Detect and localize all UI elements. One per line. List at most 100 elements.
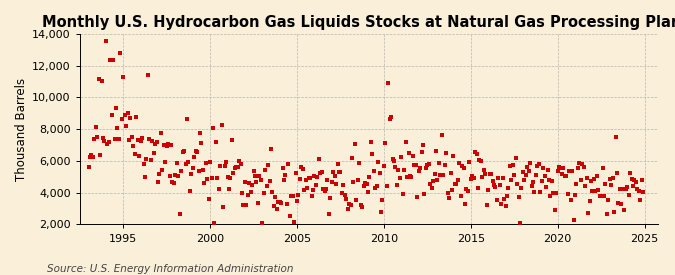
Point <box>244 181 254 185</box>
Point <box>245 190 256 194</box>
Point <box>545 194 556 198</box>
Point <box>309 174 320 178</box>
Point <box>355 202 366 207</box>
Point <box>565 198 576 203</box>
Point <box>494 183 505 188</box>
Point <box>412 195 423 199</box>
Point <box>454 161 464 166</box>
Point <box>173 174 184 178</box>
Point <box>518 170 529 174</box>
Point <box>183 160 194 164</box>
Point <box>135 138 146 143</box>
Title: Monthly U.S. Hydrocarbon Gas Liquids Stocks at Natural Gas Processing Plants: Monthly U.S. Hydrocarbon Gas Liquids Sto… <box>41 15 675 30</box>
Point <box>626 177 637 181</box>
Point <box>596 193 607 198</box>
Point <box>612 171 622 175</box>
Point <box>344 202 354 206</box>
Point <box>460 202 470 206</box>
Point <box>259 191 269 196</box>
Point <box>398 192 408 196</box>
Point <box>267 190 278 194</box>
Point <box>472 186 483 190</box>
Point <box>108 58 119 62</box>
Point <box>222 175 233 179</box>
Point <box>228 170 239 175</box>
Point <box>441 150 452 155</box>
Point <box>577 162 588 167</box>
Point <box>154 172 165 177</box>
Point <box>365 140 376 145</box>
Point <box>593 188 603 192</box>
Point <box>632 187 643 191</box>
Point <box>409 163 420 167</box>
Point <box>211 140 221 144</box>
Point <box>280 173 291 178</box>
Point <box>538 166 549 170</box>
Point <box>429 172 440 176</box>
Point <box>130 152 140 156</box>
Point <box>95 153 105 157</box>
Point <box>448 154 459 158</box>
Point <box>351 198 362 203</box>
Point <box>539 174 550 178</box>
Point <box>561 174 572 178</box>
Point <box>86 153 97 157</box>
Point <box>321 187 331 191</box>
Point <box>422 163 433 167</box>
Point <box>548 191 559 195</box>
Point <box>242 193 253 197</box>
Point <box>308 188 319 192</box>
Point <box>499 197 510 201</box>
Point <box>455 194 466 198</box>
Point <box>390 165 401 169</box>
Point <box>437 133 448 138</box>
Point <box>584 198 595 203</box>
Point <box>371 183 382 188</box>
Point <box>131 115 142 120</box>
Point <box>113 137 124 142</box>
Point <box>198 167 209 172</box>
Point <box>99 139 110 143</box>
Point <box>638 190 649 195</box>
Point <box>609 210 620 214</box>
Point <box>180 162 191 166</box>
Point <box>358 184 369 188</box>
Point <box>141 157 152 161</box>
Point <box>315 171 325 175</box>
Point <box>241 203 252 207</box>
Point <box>323 212 334 216</box>
Point <box>581 175 592 180</box>
Point <box>116 117 127 122</box>
Point <box>414 166 425 170</box>
Point <box>537 178 547 183</box>
Point <box>265 147 276 151</box>
Point <box>328 170 339 175</box>
Point <box>221 160 232 164</box>
Point <box>520 173 531 177</box>
Point <box>606 183 617 187</box>
Point <box>225 176 236 181</box>
Point <box>535 190 545 194</box>
Point <box>341 196 352 201</box>
Point <box>483 188 493 192</box>
Point <box>218 204 229 209</box>
Point <box>399 168 410 172</box>
Point <box>134 154 144 159</box>
Point <box>438 173 449 177</box>
Point <box>610 135 621 139</box>
Point <box>332 162 343 166</box>
Point <box>338 183 349 187</box>
Point <box>112 126 123 131</box>
Point <box>493 175 504 180</box>
Point <box>514 221 525 225</box>
Point <box>92 135 103 139</box>
Point <box>184 189 195 193</box>
Point <box>182 116 192 121</box>
Point <box>84 155 95 159</box>
Point <box>298 167 308 171</box>
Point <box>462 189 473 193</box>
Point <box>484 171 495 176</box>
Point <box>618 186 628 191</box>
Point <box>467 174 478 178</box>
Point <box>613 200 624 205</box>
